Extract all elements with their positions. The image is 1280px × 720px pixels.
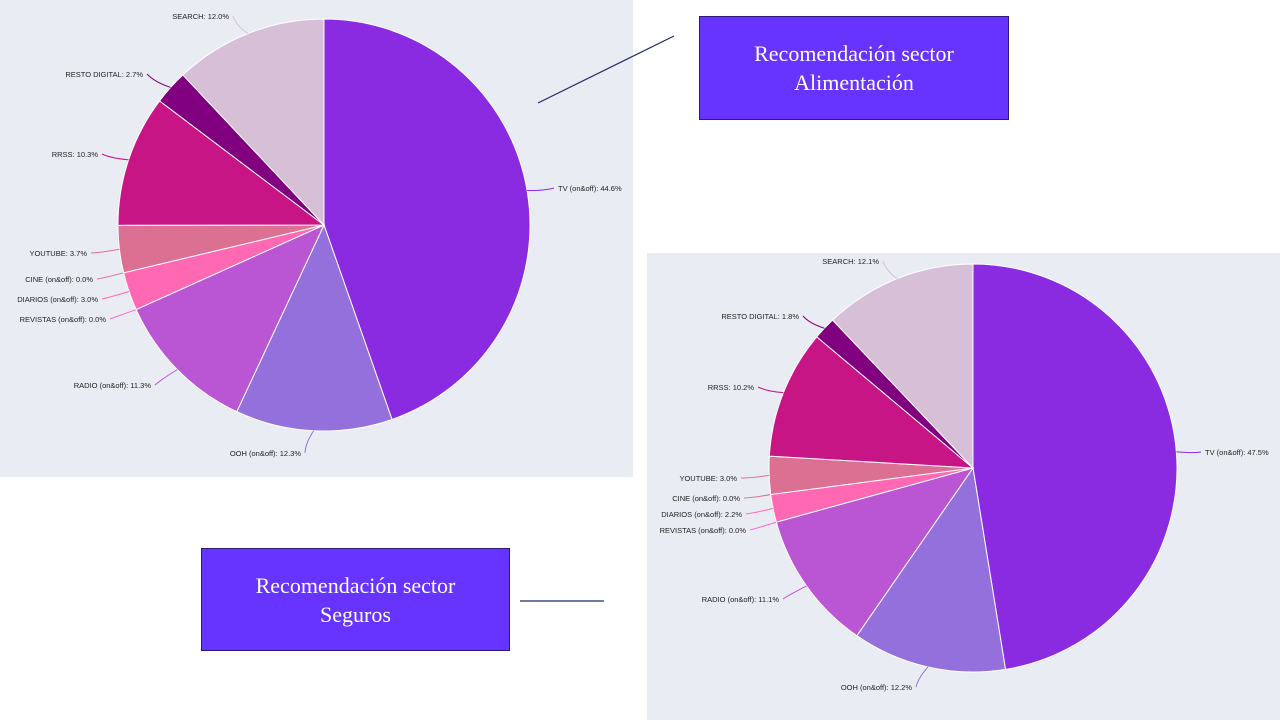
data-label-resto-digital: RESTO DIGITAL: 2.7% — [65, 70, 143, 79]
pie-chart-seguros: TV (on&off): 47.5% OOH (on&off): 12.2% RAD… — [647, 253, 1280, 720]
pie-chart-alimentacion-svg: TV (on&off): 44.6% OOH (on&off): 12.3% RAD… — [17, 12, 622, 458]
pie-chart-seguros-svg: TV (on&off): 47.5% OOH (on&off): 12.2% RAD… — [660, 257, 1269, 692]
leader-line-cine-on-off — [96, 272, 124, 280]
title-line-1: Recomendación sector — [255, 572, 456, 598]
connector-line-alimentacion — [537, 35, 675, 104]
title-line-1: Recomendación sector — [754, 41, 954, 66]
pie-slice-search — [182, 18, 325, 227]
leader-line-rrss — [757, 386, 784, 394]
data-label-revistas-on-off: REVISTAS (on&off): 0.0% — [660, 526, 747, 535]
title-box-seguros: Recomendación sector Seguros — [201, 548, 510, 651]
data-label-rrss: RRSS: 10.3% — [52, 150, 99, 159]
data-label-resto-digital: RESTO DIGITAL: 1.8% — [721, 312, 799, 321]
leader-line-rrss — [101, 153, 129, 161]
data-label-search: SEARCH: 12.0% — [172, 12, 229, 21]
leader-line-tv-on-off — [1176, 451, 1202, 454]
leader-line-resto-digital — [802, 315, 825, 329]
title-box-alimentacion: Recomendación sector Alimentación — [699, 16, 1009, 120]
leader-line-youtube — [740, 474, 770, 479]
leader-line-youtube — [90, 248, 120, 254]
title-line-2: Alimentación — [794, 70, 914, 95]
data-label-diarios-on-off: DIARIOS (on&off): 2.2% — [661, 510, 742, 519]
pie-slice-radio-on-off — [135, 223, 326, 413]
data-label-cine-on-off: CINE (on&off): 0.0% — [672, 494, 740, 503]
leader-line-tv-on-off — [527, 187, 555, 192]
data-label-revistas-on-off: REVISTAS (on&off): 0.0% — [20, 315, 107, 324]
leader-line-diarios-on-off — [101, 291, 130, 300]
pie-slice-tv-on-off — [972, 263, 1178, 670]
leader-line-diarios-on-off — [745, 507, 774, 515]
data-label-diarios-on-off: DIARIOS (on&off): 3.0% — [17, 295, 98, 304]
leader-line-radio-on-off — [154, 369, 178, 386]
data-label-ooh-on-off: OOH (on&off): 12.2% — [841, 683, 912, 692]
leader-line-ooh-on-off — [915, 666, 929, 688]
data-label-radio-on-off: RADIO (on&off): 11.1% — [702, 595, 780, 604]
leader-line-ooh-on-off — [304, 430, 315, 454]
data-label-rrss: RRSS: 10.2% — [708, 383, 755, 392]
leader-line-revistas-on-off — [749, 521, 777, 531]
pie-slice-tv-on-off — [323, 18, 531, 421]
leader-line-radio-on-off — [782, 585, 807, 600]
data-label-cine-on-off: CINE (on&off): 0.0% — [25, 275, 93, 284]
leader-line-search — [882, 260, 898, 279]
pie-slice-rrss — [768, 336, 975, 469]
data-label-youtube: YOUTUBE: 3.0% — [679, 474, 737, 483]
leader-line-cine-on-off — [743, 494, 771, 499]
pie-slice-rrss — [117, 100, 326, 226]
data-label-tv-on-off: TV (on&off): 47.5% — [1205, 448, 1269, 457]
pie-chart-alimentacion: TV (on&off): 44.6% OOH (on&off): 12.3% RAD… — [0, 0, 633, 477]
leader-line-resto-digital — [146, 73, 171, 88]
title-line-2: Seguros — [320, 601, 391, 627]
data-label-ooh-on-off: OOH (on&off): 12.3% — [230, 449, 301, 458]
data-label-radio-on-off: RADIO (on&off): 11.3% — [74, 381, 152, 390]
data-label-search: SEARCH: 12.1% — [822, 257, 879, 266]
data-label-youtube: YOUTUBE: 3.7% — [29, 249, 87, 258]
leader-line-search — [232, 15, 249, 34]
data-label-tv-on-off: TV (on&off): 44.6% — [558, 184, 622, 193]
leader-line-revistas-on-off — [109, 309, 137, 320]
